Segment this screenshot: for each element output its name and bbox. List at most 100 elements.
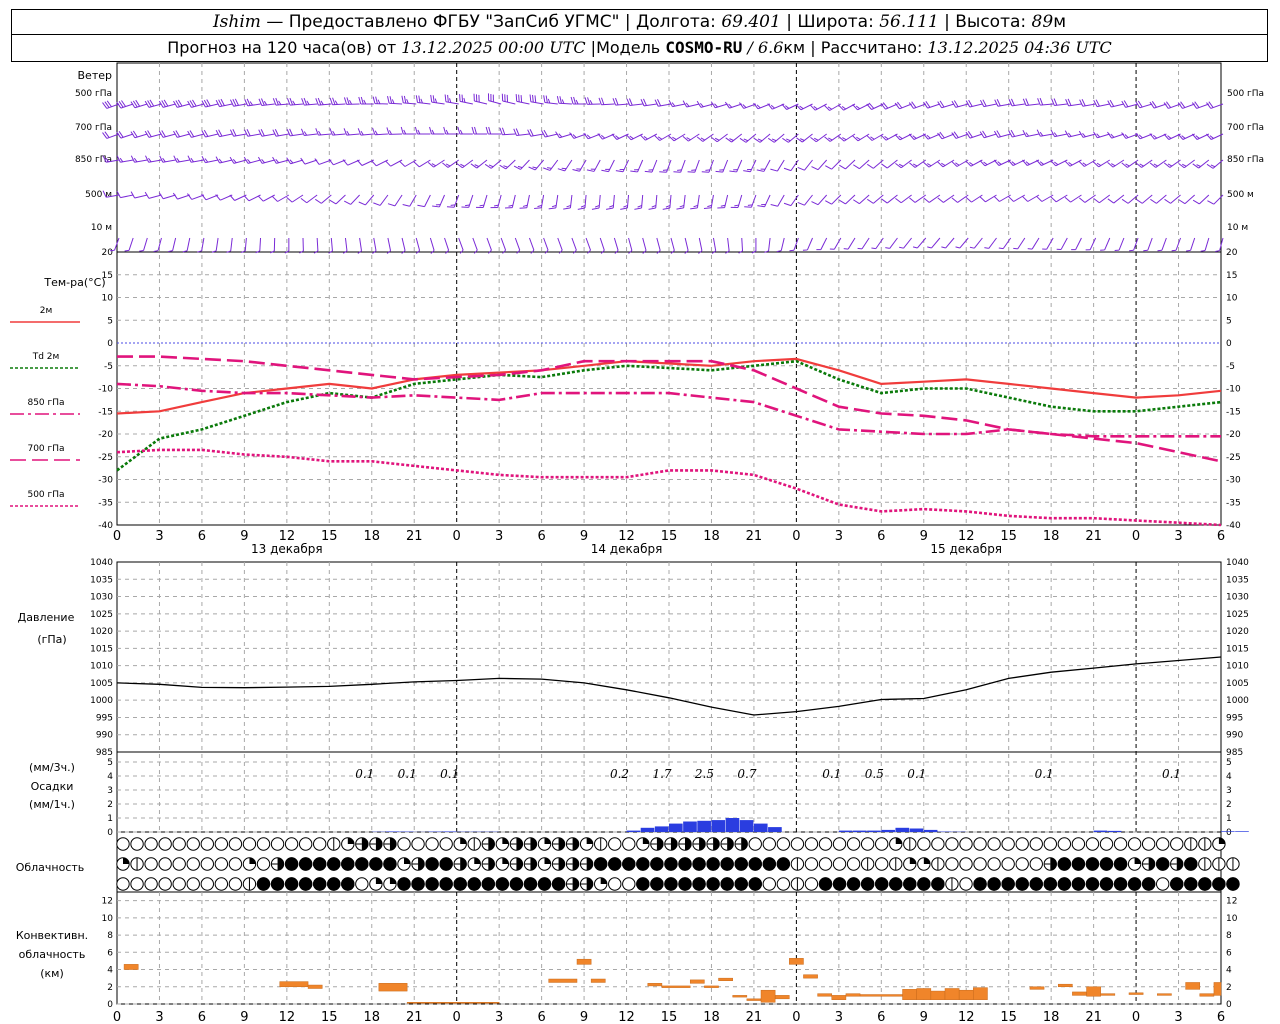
wind-barb-feather [951, 100, 957, 108]
wind-barb [1150, 194, 1167, 204]
wind-barb-feather [979, 99, 985, 107]
wind-barb-feather [1036, 196, 1043, 202]
wind-barb-feather [580, 204, 586, 208]
cloud-symbol [903, 837, 917, 851]
wind-barb-feather [1121, 198, 1129, 204]
wind-barb-feather [102, 132, 108, 139]
wind-barb [1135, 100, 1153, 109]
precip-amount-label: 1.7 [652, 767, 671, 781]
wind-barb-feather [263, 100, 268, 106]
wind-barb-feather [203, 99, 209, 107]
wind-barb [1008, 194, 1026, 202]
hour-tick-bottom: 0 [453, 1010, 461, 1024]
wind-barb-feather [1165, 101, 1172, 108]
cloud-fill [727, 837, 734, 851]
wind-barb [1149, 159, 1167, 168]
wind-barb-shaft [1133, 237, 1139, 251]
wind-barb-feather [881, 163, 888, 169]
wind-barb-feather [543, 95, 546, 103]
wind-barb-shaft [543, 237, 549, 251]
wind-barb-feather [346, 130, 350, 136]
wind-barb-feather [1096, 133, 1101, 138]
wind-barb-feather [614, 250, 619, 254]
cloud-fill [284, 877, 299, 891]
wind-barb-feather [626, 98, 631, 106]
cloud-circle [1099, 837, 1114, 851]
cloud-fill [313, 877, 327, 891]
wind-barb-feather [206, 99, 211, 107]
wind-barb-feather [373, 202, 381, 206]
wind-barb-shaft [914, 194, 927, 203]
wind-barb-feather [173, 155, 178, 163]
cloud-fill [860, 877, 875, 891]
pressure-tick-left: 1000 [90, 696, 113, 706]
wind-barb-feather [839, 199, 846, 205]
wind-barb-feather [515, 94, 518, 102]
wind-barb-feather [1022, 196, 1029, 202]
cloud-symbol [341, 857, 355, 871]
hour-tick-bottom: 0 [113, 1010, 121, 1024]
wind-barb-feather [1153, 134, 1158, 139]
hour-tick: 18 [1043, 529, 1060, 544]
wind-barb-feather [1095, 99, 1100, 107]
wind-barb-feather [1181, 135, 1186, 139]
wind-barb-shaft [1204, 237, 1210, 251]
wind-barb [372, 237, 377, 254]
wind-barb-feather [389, 130, 393, 135]
wind-barb-feather [272, 129, 277, 137]
wind-barb-feather [102, 155, 107, 163]
wind-barb-feather [261, 98, 265, 106]
cloud-symbol [270, 837, 285, 851]
wind-barb [555, 131, 573, 139]
wind-barb-feather [665, 204, 671, 208]
wind-barb-feather [547, 167, 552, 169]
convective-bar [1213, 982, 1222, 996]
day-label: 13 декабря [251, 542, 323, 556]
wind-label: Ветер [78, 69, 112, 82]
cloud-fill [692, 877, 706, 891]
wind-barb [490, 194, 502, 209]
wind-barb [923, 159, 941, 168]
wind-barb-feather [1067, 132, 1072, 137]
cloud-fill [369, 857, 383, 871]
wind-barb-feather [1111, 163, 1116, 167]
cloud-symbol [875, 877, 889, 891]
wind-barb-feather [670, 250, 675, 254]
wind-barb-feather [561, 167, 567, 170]
cloud-fill [846, 877, 861, 891]
wind-barb-feather [615, 170, 624, 173]
wind-barb [598, 97, 615, 106]
cloud-symbol [467, 857, 481, 871]
wind-barb-feather [870, 136, 875, 140]
cloud-symbol [762, 837, 776, 851]
wind-barb-shaft [424, 194, 431, 207]
wind-barb-feather [244, 129, 249, 137]
wind-barb [644, 159, 658, 173]
cloud-symbol [228, 877, 243, 891]
wind-barb-feather [570, 96, 574, 105]
temp-tick-right: 15 [1226, 271, 1237, 281]
cloud-symbol [1071, 857, 1086, 871]
wind-barb-feather [286, 157, 291, 164]
hour-tick-bottom: 3 [835, 1010, 843, 1024]
hour-tick: 12 [618, 529, 635, 544]
cloud-symbol [692, 837, 706, 851]
alt-value: 89 [1031, 12, 1054, 32]
wind-barb-shaft [959, 237, 969, 249]
cloud-circle [1127, 837, 1142, 851]
wind-barb [1177, 101, 1195, 109]
wind-barb-feather [965, 160, 972, 167]
convective-bar [279, 981, 309, 988]
temp-tick-right: -25 [1226, 453, 1241, 463]
wind-barb [743, 159, 757, 173]
cloud-fill [903, 877, 917, 891]
wind-barb-feather [771, 138, 777, 142]
wind-barb [770, 159, 785, 172]
wind-barb [201, 129, 219, 138]
wind-barb-feather [1167, 163, 1173, 167]
wind-barb-feather [1007, 159, 1014, 166]
wind-barb-feather [1022, 159, 1028, 166]
cloud-circle [425, 837, 439, 851]
wind-barb [499, 127, 516, 136]
wind-barb [1008, 129, 1025, 138]
